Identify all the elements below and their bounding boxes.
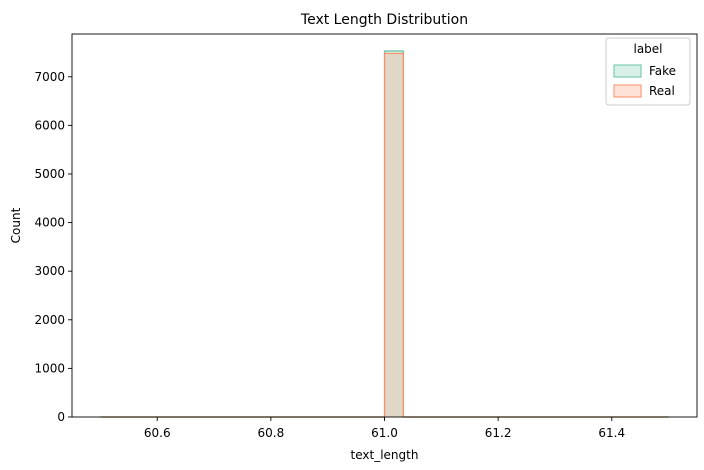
histogram-bar-real-0 [384,53,404,418]
histogram-marks [100,50,669,418]
x-tick-label: 61.2 [485,426,512,440]
legend-frame [605,37,691,106]
legend-label: Fake [649,64,676,78]
x-tick-label: 61.0 [371,426,398,440]
x-tick-label: 60.6 [144,426,171,440]
legend-items: Fake Real [613,64,676,98]
y-tick-label: 6000 [34,118,65,132]
y-tick-label: 4000 [34,216,65,230]
legend-swatch [613,84,642,98]
legend-title: label [633,42,662,56]
x-axis-label: text_length [351,448,419,462]
chart-title: Text Length Distribution [300,12,468,28]
y-tick-label: 5000 [34,167,65,181]
legend: label Fake Real [605,37,691,106]
legend-item-fake: Fake [613,64,676,78]
y-tick-label: 7000 [34,70,65,84]
y-tick-label: 0 [57,410,65,424]
axes: 60.6 60.8 61.0 61.2 61.4 0 1000 2000 3000 4000 500… [34,33,698,440]
legend-swatch [613,64,642,78]
histogram-outline-real [100,52,669,418]
series-real [100,52,669,418]
histogram-bar-fake-0 [384,51,404,418]
x-tick-label: 60.8 [258,426,285,440]
legend-label: Real [649,84,675,98]
x-tick-label: 61.4 [598,426,625,440]
y-tick-label: 1000 [34,361,65,375]
y-tick-label: 2000 [34,313,65,327]
y-tick-label: 3000 [34,264,65,278]
y-axis-label: Count [9,207,23,243]
legend-item-real: Real [613,84,675,98]
